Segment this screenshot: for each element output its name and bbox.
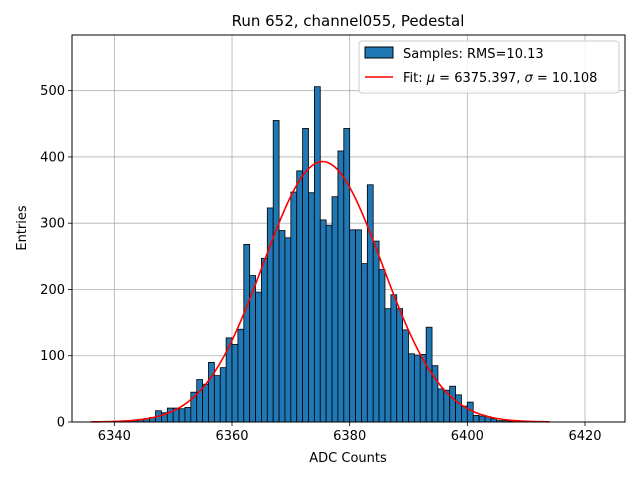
histogram-bar bbox=[343, 128, 351, 423]
plot-frame bbox=[71, 34, 626, 423]
histogram-bar bbox=[243, 244, 251, 423]
y-tick-label: 500 bbox=[40, 84, 65, 99]
legend-samples-label: Samples: RMS=10.13 bbox=[403, 47, 544, 62]
x-tick-label: 6380 bbox=[333, 429, 366, 444]
histogram-bar bbox=[255, 291, 262, 423]
histogram-bar bbox=[372, 240, 380, 423]
legend-fit-mu-value: = 6375.397, bbox=[435, 71, 524, 86]
histogram-bar bbox=[408, 353, 415, 423]
y-tick-label: 200 bbox=[40, 283, 65, 298]
legend-fit-mu-symbol: μ bbox=[426, 71, 435, 86]
histogram-bar bbox=[261, 257, 268, 423]
histogram-bar bbox=[396, 308, 404, 423]
histogram-bar bbox=[466, 401, 474, 423]
histogram-bar bbox=[402, 329, 409, 423]
histogram-bar bbox=[472, 414, 480, 423]
histogram-bar bbox=[331, 196, 339, 423]
y-tick-label: 400 bbox=[40, 150, 65, 165]
x-tick-label: 6420 bbox=[568, 429, 601, 444]
histogram-bar bbox=[378, 269, 386, 423]
histogram-bar bbox=[337, 150, 345, 423]
histogram-bar bbox=[478, 415, 486, 423]
histogram-bar bbox=[319, 219, 327, 423]
legend-fit-prefix: Fit: bbox=[403, 71, 427, 86]
histogram-bar bbox=[208, 361, 215, 423]
histogram-bar bbox=[437, 388, 445, 423]
histogram-bar bbox=[237, 328, 245, 423]
histogram-bar bbox=[272, 120, 280, 423]
y-axis-ticks: 0 100 200 300 400 500 bbox=[40, 84, 72, 431]
histogram-bar bbox=[390, 294, 398, 423]
y-tick-label: 0 bbox=[57, 416, 65, 431]
histogram-bar bbox=[196, 379, 204, 423]
histogram-bar bbox=[202, 383, 209, 423]
histogram-bar bbox=[184, 407, 192, 423]
legend-box bbox=[358, 40, 620, 94]
histogram-bar bbox=[290, 191, 298, 423]
x-tick-label: 6340 bbox=[98, 429, 131, 444]
histogram-bar bbox=[231, 344, 239, 423]
chart-title: Run 652, channel055, Pedestal bbox=[232, 12, 465, 30]
histogram-bar bbox=[425, 326, 433, 423]
legend-fit-label: Fit: μ = 6375.397, σ = 10.108 bbox=[403, 71, 597, 86]
fit-curve bbox=[90, 160, 550, 423]
legend-samples-swatch bbox=[364, 46, 394, 59]
histogram-bar bbox=[313, 86, 321, 423]
legend-fit-sigma-symbol: σ bbox=[525, 71, 534, 86]
y-tick-label: 300 bbox=[40, 217, 65, 232]
histogram-bar bbox=[361, 263, 368, 423]
histogram-bar bbox=[449, 385, 456, 423]
histogram-bar bbox=[308, 192, 315, 423]
histogram-bar bbox=[178, 408, 186, 423]
histogram-bar bbox=[349, 229, 356, 423]
histogram-bars bbox=[131, 86, 515, 423]
x-tick-label: 6400 bbox=[451, 429, 484, 444]
legend: Samples: RMS=10.13 Fit: μ = 6375.397, σ … bbox=[358, 40, 620, 94]
legend-fit-sigma-value: = 10.108 bbox=[533, 71, 598, 86]
y-tick-label: 100 bbox=[40, 349, 65, 364]
x-tick-label: 6360 bbox=[215, 429, 248, 444]
histogram-bar bbox=[278, 230, 286, 423]
histogram-bar bbox=[166, 407, 174, 423]
y-axis-label: Entries bbox=[15, 205, 30, 251]
histogram-bar bbox=[384, 308, 392, 423]
histogram-bar bbox=[366, 184, 374, 423]
histogram-bar bbox=[213, 375, 221, 423]
fit-curve-layer bbox=[90, 160, 550, 423]
histogram-bar bbox=[325, 224, 333, 423]
histogram-bar bbox=[284, 237, 292, 423]
histogram-bar bbox=[355, 229, 362, 423]
histogram-bar bbox=[413, 354, 421, 423]
histogram-bar bbox=[219, 367, 227, 423]
histogram-bar bbox=[455, 394, 462, 423]
x-axis-ticks: 6340 6360 6380 6400 6420 bbox=[98, 422, 602, 444]
x-axis-label: ADC Counts bbox=[309, 451, 387, 466]
histogram-bar bbox=[296, 170, 304, 423]
